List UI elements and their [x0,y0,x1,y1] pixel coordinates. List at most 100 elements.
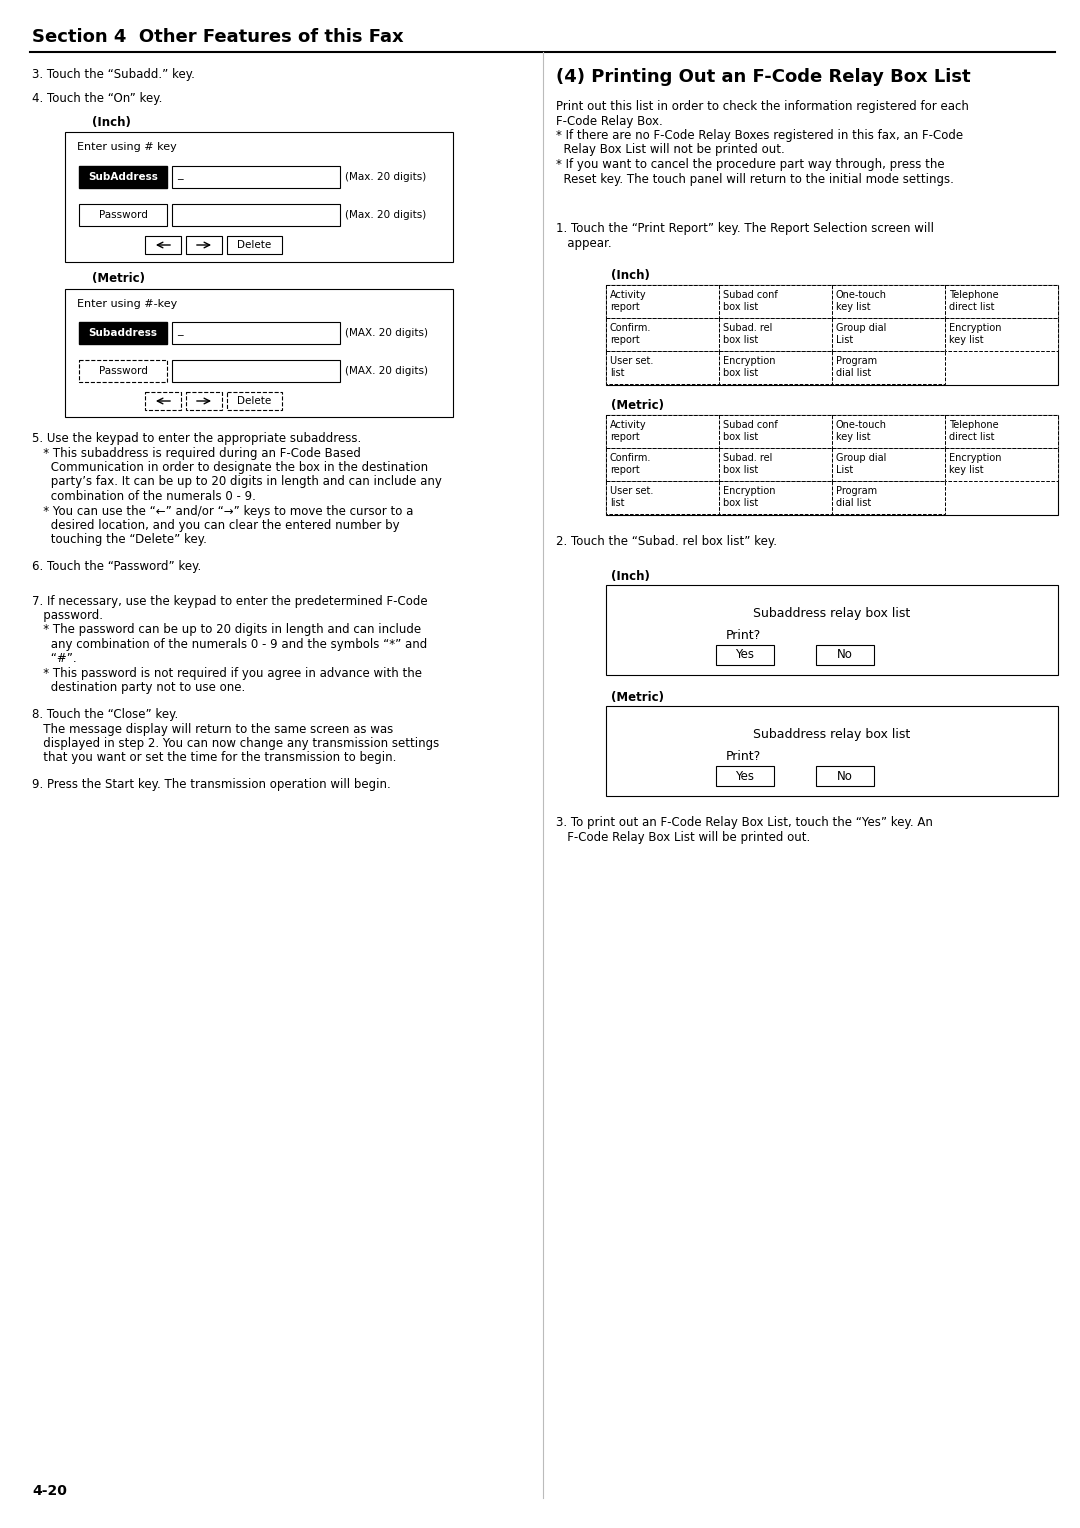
Text: Enter using # key: Enter using # key [77,142,177,151]
Text: Confirm.: Confirm. [610,452,651,463]
Text: (Metric): (Metric) [611,399,664,413]
Text: box list: box list [723,432,758,442]
Text: Communication in order to designate the box in the destination: Communication in order to designate the … [32,461,428,474]
Text: Reset key. The touch panel will return to the initial mode settings.: Reset key. The touch panel will return t… [556,173,954,185]
Text: 3. To print out an F-Code Relay Box List, touch the “Yes” key. An: 3. To print out an F-Code Relay Box List… [556,816,933,830]
Text: 9. Press the Start key. The transmission operation will begin.: 9. Press the Start key. The transmission… [32,778,391,792]
FancyBboxPatch shape [606,318,719,351]
Text: Yes: Yes [735,648,755,662]
Text: F-Code Relay Box.: F-Code Relay Box. [556,115,663,127]
FancyBboxPatch shape [945,416,1058,448]
Text: One-touch: One-touch [836,420,887,429]
Text: List: List [836,335,853,345]
FancyBboxPatch shape [606,585,1058,675]
Text: that you want or set the time for the transmission to begin.: that you want or set the time for the tr… [32,752,396,764]
Text: combination of the numerals 0 - 9.: combination of the numerals 0 - 9. [32,490,256,503]
Text: User set.: User set. [610,356,653,367]
FancyBboxPatch shape [719,318,832,351]
Text: Enter using #-key: Enter using #-key [77,299,177,309]
FancyBboxPatch shape [172,322,340,344]
Text: (MAX. 20 digits): (MAX. 20 digits) [345,367,428,376]
Text: * If there are no F-Code Relay Boxes registered in this fax, an F-Code: * If there are no F-Code Relay Boxes reg… [556,128,963,142]
Text: 8. Touch the “Close” key.: 8. Touch the “Close” key. [32,707,178,721]
Text: Subad conf: Subad conf [723,290,778,299]
FancyBboxPatch shape [716,766,774,785]
Text: List: List [836,465,853,475]
FancyBboxPatch shape [606,706,1058,796]
FancyBboxPatch shape [172,361,340,382]
Text: Delete: Delete [237,396,271,406]
Text: key list: key list [836,303,870,312]
Text: The message display will return to the same screen as was: The message display will return to the s… [32,723,393,735]
Text: 3. Touch the “Subadd.” key.: 3. Touch the “Subadd.” key. [32,69,194,81]
Text: box list: box list [723,368,758,377]
FancyBboxPatch shape [79,361,167,382]
Text: Relay Box List will not be printed out.: Relay Box List will not be printed out. [556,144,785,156]
Text: desired location, and you can clear the entered number by: desired location, and you can clear the … [32,520,400,532]
FancyBboxPatch shape [606,416,719,448]
Text: (4) Printing Out an F-Code Relay Box List: (4) Printing Out an F-Code Relay Box Lis… [556,69,971,86]
Text: (Inch): (Inch) [611,570,650,584]
Text: Password: Password [98,209,148,220]
Text: (Metric): (Metric) [92,272,145,286]
FancyBboxPatch shape [227,235,282,254]
FancyBboxPatch shape [945,286,1058,318]
Text: any combination of the numerals 0 - 9 and the symbols “*” and: any combination of the numerals 0 - 9 an… [32,639,428,651]
Text: Group dial: Group dial [836,322,887,333]
Text: SubAddress: SubAddress [89,173,158,182]
Text: Password: Password [98,367,148,376]
Text: appear.: appear. [556,237,611,249]
FancyBboxPatch shape [716,645,774,665]
Text: Print?: Print? [726,630,761,642]
FancyBboxPatch shape [606,481,719,513]
FancyBboxPatch shape [719,351,832,384]
Text: Print?: Print? [726,750,761,762]
Text: box list: box list [723,498,758,507]
Text: Encryption: Encryption [723,356,775,367]
FancyBboxPatch shape [832,351,945,384]
Text: box list: box list [723,465,758,475]
FancyBboxPatch shape [719,416,832,448]
FancyBboxPatch shape [832,318,945,351]
FancyBboxPatch shape [945,318,1058,351]
FancyBboxPatch shape [186,393,222,410]
FancyBboxPatch shape [719,481,832,513]
Text: (Metric): (Metric) [611,691,664,704]
Text: displayed in step 2. You can now change any transmission settings: displayed in step 2. You can now change … [32,736,440,750]
Text: Program: Program [836,486,877,497]
FancyBboxPatch shape [227,393,282,410]
Text: Confirm.: Confirm. [610,322,651,333]
Text: One-touch: One-touch [836,290,887,299]
Text: (Inch): (Inch) [92,116,131,128]
Text: Group dial: Group dial [836,452,887,463]
Text: (Inch): (Inch) [611,269,650,283]
Text: dial list: dial list [836,498,872,507]
Text: report: report [610,303,639,312]
Text: Telephone: Telephone [949,420,999,429]
Text: box list: box list [723,303,758,312]
Text: No: No [837,770,853,782]
Text: Encryption: Encryption [949,452,1001,463]
Text: Subad. rel: Subad. rel [723,322,772,333]
Text: key list: key list [836,432,870,442]
Text: * This subaddress is required during an F-Code Based: * This subaddress is required during an … [32,446,361,460]
Text: key list: key list [949,335,984,345]
Text: 5. Use the keypad to enter the appropriate subaddress.: 5. Use the keypad to enter the appropria… [32,432,361,445]
FancyBboxPatch shape [816,766,874,785]
FancyBboxPatch shape [832,286,945,318]
FancyBboxPatch shape [606,351,719,384]
FancyBboxPatch shape [145,393,181,410]
Text: User set.: User set. [610,486,653,497]
Text: (Max. 20 digits): (Max. 20 digits) [345,173,427,182]
Text: Print out this list in order to check the information registered for each: Print out this list in order to check th… [556,99,969,113]
FancyBboxPatch shape [945,448,1058,481]
Text: * This password is not required if you agree in advance with the: * This password is not required if you a… [32,668,422,680]
FancyBboxPatch shape [606,416,1058,515]
Text: Subad conf: Subad conf [723,420,778,429]
Text: 6. Touch the “Password” key.: 6. Touch the “Password” key. [32,559,201,573]
FancyBboxPatch shape [186,235,222,254]
Text: party’s fax. It can be up to 20 digits in length and can include any: party’s fax. It can be up to 20 digits i… [32,475,442,489]
Text: 1. Touch the “Print Report” key. The Report Selection screen will: 1. Touch the “Print Report” key. The Rep… [556,222,934,235]
FancyBboxPatch shape [65,131,453,261]
FancyBboxPatch shape [606,286,719,318]
